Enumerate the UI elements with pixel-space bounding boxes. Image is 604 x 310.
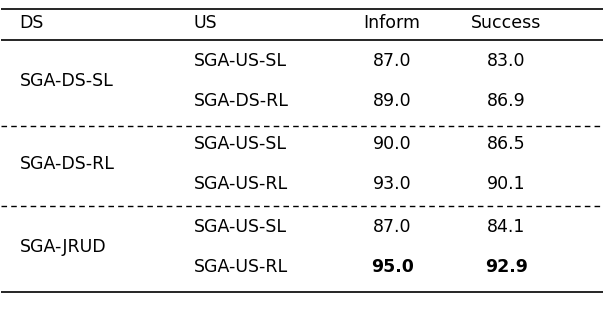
Text: DS: DS (19, 14, 44, 32)
Text: 87.0: 87.0 (373, 218, 411, 236)
Text: SGA-DS-RL: SGA-DS-RL (19, 155, 114, 173)
Text: 95.0: 95.0 (371, 258, 414, 276)
Text: 86.5: 86.5 (487, 135, 525, 153)
Text: 87.0: 87.0 (373, 52, 411, 70)
Text: 90.1: 90.1 (487, 175, 525, 193)
Text: US: US (194, 14, 217, 32)
Text: SGA-US-SL: SGA-US-SL (194, 52, 287, 70)
Text: 83.0: 83.0 (487, 52, 525, 70)
Text: 86.9: 86.9 (487, 92, 526, 110)
Text: Success: Success (471, 14, 542, 32)
Text: Inform: Inform (364, 14, 420, 32)
Text: SGA-US-RL: SGA-US-RL (194, 175, 288, 193)
Text: 93.0: 93.0 (373, 175, 411, 193)
Text: SGA-US-SL: SGA-US-SL (194, 135, 287, 153)
Text: SGA-DS-SL: SGA-DS-SL (19, 72, 113, 90)
Text: SGA-US-RL: SGA-US-RL (194, 258, 288, 276)
Text: 92.9: 92.9 (485, 258, 528, 276)
Text: SGA-DS-RL: SGA-DS-RL (194, 92, 289, 110)
Text: SGA-US-SL: SGA-US-SL (194, 218, 287, 236)
Text: 90.0: 90.0 (373, 135, 411, 153)
Text: SGA-JRUD: SGA-JRUD (19, 238, 106, 256)
Text: 89.0: 89.0 (373, 92, 411, 110)
Text: 84.1: 84.1 (487, 218, 525, 236)
